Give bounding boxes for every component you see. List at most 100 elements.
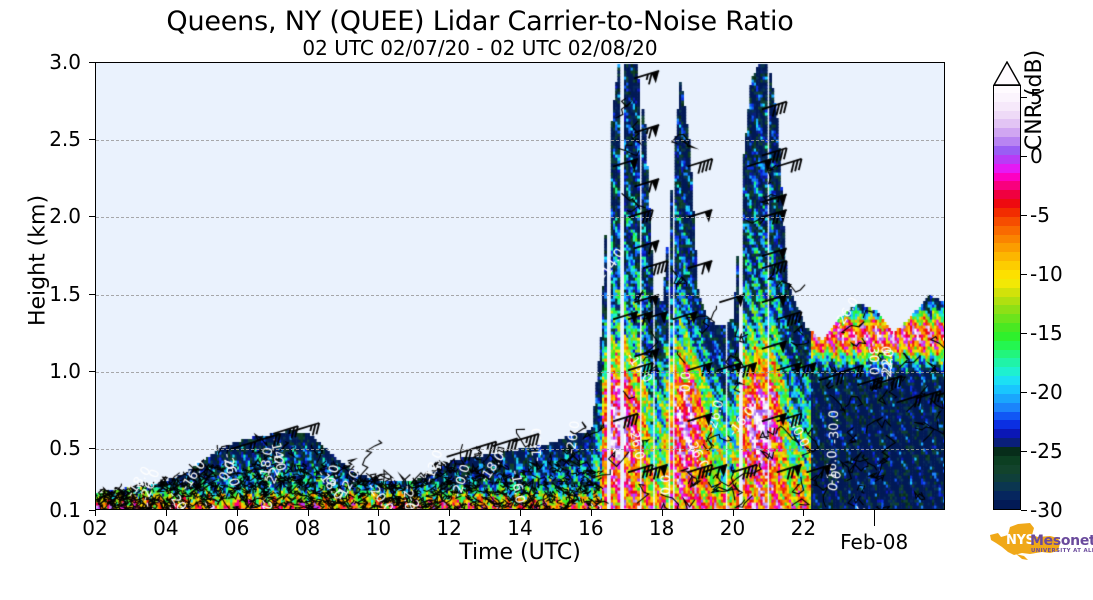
x-tick-mark [165,510,167,516]
colorbar-band [994,393,1020,403]
x-tick-label: 22 [790,516,817,540]
y-tick-label: 1.5 [49,281,81,306]
colorbar-band [994,154,1020,164]
new-york-state-shape-icon [990,523,1060,560]
colorbar-band [994,499,1020,509]
page-title: Queens, NY (QUEE) Lidar Carrier-to-Noise… [166,6,794,37]
colorbar-tick-mark [1021,96,1027,98]
x-tick-label: 20 [719,516,746,540]
colorbar-band [994,171,1020,182]
x-tick-label: 14 [507,516,533,540]
colorbar-band [994,118,1020,129]
colorbar-band [994,92,1020,102]
colorbar-tick-label: 5 [1030,84,1043,109]
colorbar-tick-mark [1021,391,1027,393]
colorbar-band [994,233,1020,244]
y-tick-mark [89,510,95,511]
x-tick-mark [95,510,96,516]
colorbar-band [994,295,1020,306]
colorbar-tick-mark [1021,155,1027,157]
x-tick-mark [378,510,380,516]
x-tick-label: 10 [365,516,392,540]
y-tick-label: 0.1 [49,498,81,522]
y-tick-label: 0.5 [49,436,81,461]
colorbar-band [994,463,1020,474]
colorbar-band [994,242,1020,253]
colorbar-band [994,446,1020,456]
y-tick-mark [89,448,95,450]
colorbar-band [994,286,1020,297]
colorbar-band [994,216,1020,226]
colorbar-tick-label: -30 [1030,498,1063,522]
colorbar-gradient [993,85,1021,510]
gridline-y-0.5 [96,449,944,451]
colorbar-band [994,384,1020,394]
colorbar-band [994,357,1020,368]
x-tick-label: Feb-08 [840,530,909,554]
colorbar-band [994,269,1020,279]
y-tick-label: 2.5 [49,127,81,152]
colorbar-band [994,490,1020,501]
x-tick-mark [520,510,521,516]
colorbar-band [994,260,1020,270]
colorbar-band [994,180,1020,191]
colorbar-band [994,348,1020,359]
x-tick-mark [236,510,238,516]
colorbar-band [994,455,1020,465]
colorbar-title: CNR (dB) [1022,49,1047,151]
colorbar-band [994,189,1020,200]
x-tick-mark [307,510,309,516]
colorbar-tick-label: -15 [1030,320,1063,345]
colorbar-band [994,127,1020,138]
y-tick-mark [89,370,95,372]
colorbar-band [994,86,1020,93]
colorbar-tick-label: -20 [1030,379,1063,404]
colorbar-tick-mark [1021,510,1027,511]
colorbar-band [994,366,1020,377]
colorbar-band [994,410,1020,421]
logo-nys-text: NYS [1006,533,1035,548]
colorbar-band [994,136,1020,146]
colorbar-band [994,437,1020,448]
y-tick-mark [89,139,95,141]
colorbar-band [994,278,1020,288]
y-tick-mark [89,216,95,218]
colorbar-tick-mark [1021,214,1027,216]
colorbar-tick-mark [1021,450,1027,452]
colorbar-band [994,207,1020,217]
colorbar-band [994,162,1020,173]
y-tick-label: 3.0 [49,50,81,74]
gridline-y-2.5 [96,140,944,142]
nys-mesonet-logo: NYS Mesonet UNIVERSITY AT ALBANY [988,521,1093,569]
colorbar-tick-label: -10 [1030,261,1063,286]
colorbar-band [994,100,1020,111]
x-tick-label: 12 [436,516,462,540]
plot-area [95,62,945,510]
colorbar-band [994,224,1020,235]
colorbar-band [994,401,1020,412]
x-tick-mark [449,510,451,516]
colorbar-band [994,472,1020,483]
colorbar-band [994,339,1020,350]
gridline-y-2.0 [96,217,944,219]
x-tick-label: 02 [82,516,108,540]
x-tick-label: 08 [294,516,321,540]
x-tick-mark [661,510,663,516]
colorbar-band [994,419,1020,430]
colorbar-band [994,109,1020,120]
colorbar-band [994,322,1020,332]
colorbar [993,61,1021,510]
colorbar-band [994,428,1020,439]
x-tick-label: 04 [153,516,179,540]
y-tick-mark [89,293,95,295]
page-subtitle: 02 UTC 02/07/20 - 02 UTC 02/08/20 [302,36,658,60]
colorbar-band [994,198,1020,208]
x-tick-mark [803,510,805,516]
x-tick-mark [732,510,734,516]
cnr-contour-field [96,63,944,509]
logo-subtitle: UNIVERSITY AT ALBANY [1031,548,1093,554]
x-tick-mark [590,510,592,516]
colorbar-band [994,331,1020,341]
y-tick-mark [89,62,95,63]
